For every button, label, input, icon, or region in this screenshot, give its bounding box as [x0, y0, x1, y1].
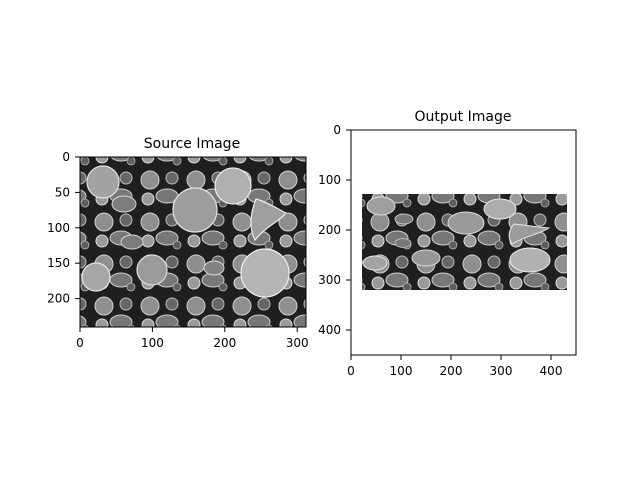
source-image-axes: Source Image: [47, 136, 309, 350]
output-image-axes: Output Image: [318, 109, 577, 378]
source-pollen-grain-10: [250, 198, 287, 242]
source-pollen-grain-1: [86, 165, 120, 199]
output-x-tick-label-0: 0: [347, 364, 355, 378]
output-y-tick-label-100: 100: [318, 173, 341, 187]
output-x-tick-label-300: 300: [490, 364, 513, 378]
output-x-axis: 0 100 200 300 400: [347, 355, 562, 378]
source-y-tick-label-50: 50: [55, 185, 70, 199]
output-y-tick-label-0: 0: [333, 123, 341, 137]
output-pollen-grain-8: [394, 238, 412, 248]
output-pollen-grain-3: [447, 211, 485, 235]
source-pollen-grain-2: [214, 167, 252, 205]
source-pollen-grain-8: [120, 234, 144, 250]
output-x-tick-label-100: 100: [390, 364, 413, 378]
output-pollen-grain-6: [362, 255, 388, 271]
source-y-tick-label-200: 200: [47, 292, 70, 306]
source-pollen-grain-7: [111, 195, 137, 213]
output-pollen-grain-7: [394, 213, 414, 225]
output-x-tick-label-200: 200: [440, 364, 463, 378]
source-x-axis: 0 100 200 300: [76, 327, 309, 350]
output-y-tick-label-400: 400: [318, 323, 341, 337]
source-x-tick-label-0: 0: [76, 336, 84, 350]
output-y-tick-label-200: 200: [318, 223, 341, 237]
source-y-tick-label-0: 0: [62, 150, 70, 164]
source-pollen-grain-9: [203, 260, 225, 276]
source-pollen-grain-5: [136, 254, 168, 286]
output-image-title: Output Image: [415, 109, 512, 125]
source-y-tick-label-150: 150: [47, 256, 70, 270]
output-pollen-grain-4: [509, 247, 551, 273]
source-x-tick-label-300: 300: [286, 336, 309, 350]
output-image-panel: [350, 129, 577, 356]
output-pollen-grain-9: [508, 223, 551, 245]
output-y-axis: 0 100 200 300 400: [318, 123, 351, 337]
source-x-tick-label-200: 200: [213, 336, 236, 350]
output-pollen-grain-2: [483, 198, 517, 220]
output-pollen-grain-5: [411, 249, 441, 267]
output-x-tick-label-400: 400: [540, 364, 563, 378]
output-pollen-grain-1: [366, 196, 396, 216]
source-pollen-grain-6: [81, 262, 111, 292]
source-image-panel: [79, 156, 307, 328]
source-x-tick-label-100: 100: [141, 336, 164, 350]
output-y-tick-label-300: 300: [318, 273, 341, 287]
source-pollen-grain-4: [240, 248, 290, 298]
source-image-title: Source Image: [144, 136, 240, 152]
source-image-frame: [79, 156, 307, 328]
source-pollen-grain-3: [172, 187, 218, 233]
source-y-axis: 0 50 100 150 200: [47, 150, 80, 306]
source-y-tick-label-100: 100: [47, 221, 70, 235]
